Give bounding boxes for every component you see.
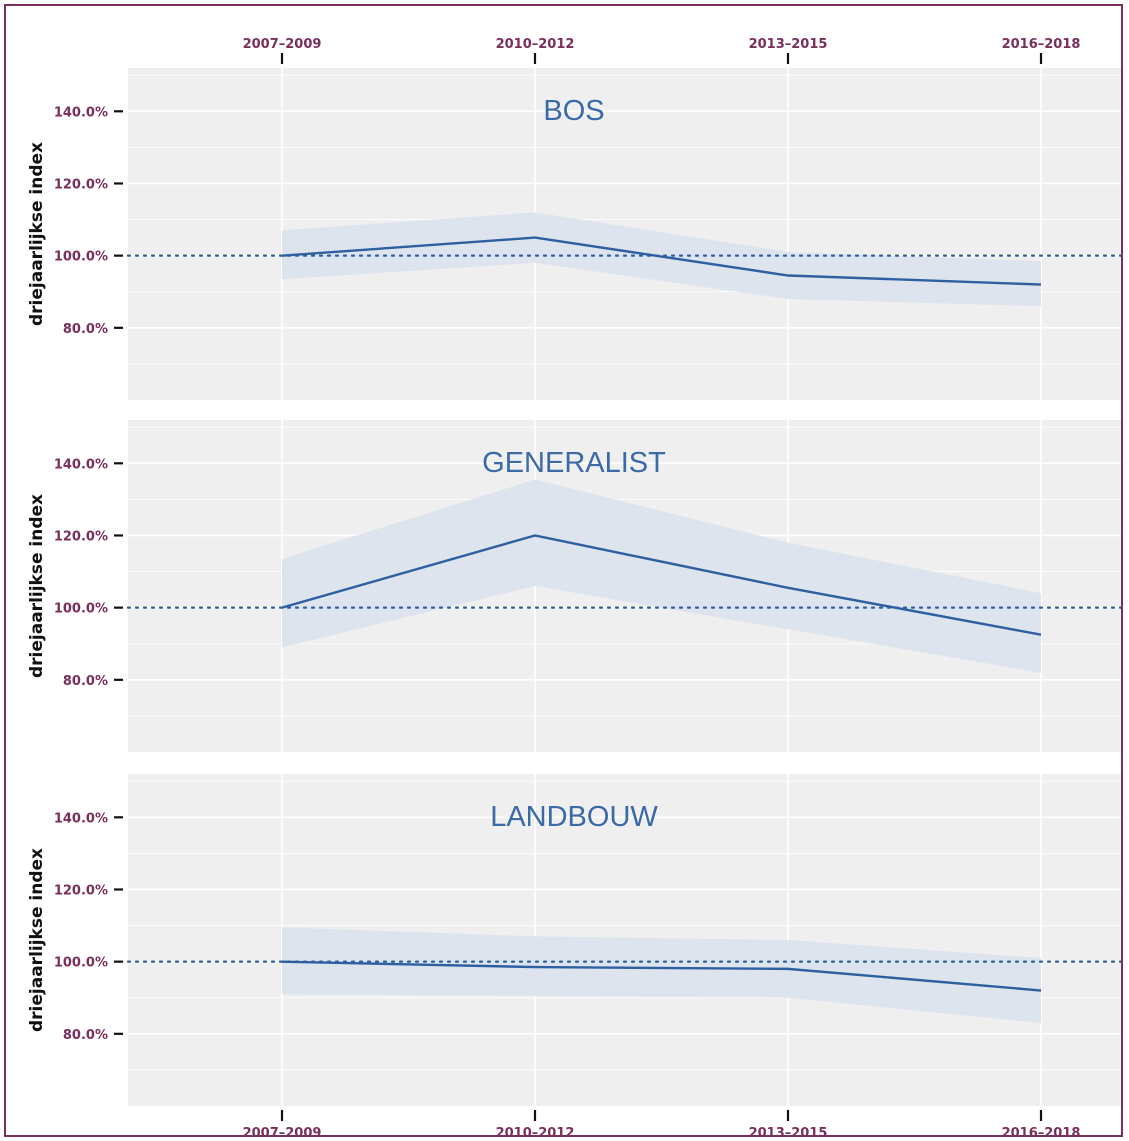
y-axis-label: driejaarlijkse index bbox=[27, 494, 47, 678]
y-tick-label: 120.0% bbox=[54, 529, 108, 544]
x-tick-label-bottom: 2010–2012 bbox=[496, 1126, 575, 1137]
x-tick-label-bottom: 2013–2015 bbox=[749, 1126, 828, 1137]
x-tick-label-top: 2007–2009 bbox=[243, 37, 322, 52]
x-tick-label-top: 2013–2015 bbox=[749, 37, 828, 52]
figure-frame: 80.0% 100.0% 120.0% 140.0% driejaarlijkse in… bbox=[4, 4, 1123, 1137]
confidence-band bbox=[282, 479, 1041, 673]
y-tick-label: 140.0% bbox=[54, 105, 108, 120]
series-line bbox=[281, 534, 1042, 636]
y-tick-label: 80.0% bbox=[63, 322, 108, 337]
panel-title: BOS bbox=[543, 95, 604, 127]
y-tick-label: 120.0% bbox=[54, 883, 108, 898]
faceted-line-chart: 80.0% 100.0% 120.0% 140.0% driejaarlijkse in… bbox=[27, 37, 1121, 1137]
y-tick-label: 140.0% bbox=[54, 811, 108, 826]
panel-generalist: 80.0% 100.0% 120.0% 140.0% driejaarlijkse in… bbox=[27, 420, 1121, 752]
y-tick-label: 100.0% bbox=[54, 250, 108, 265]
y-tick-label: 80.0% bbox=[63, 674, 108, 689]
panel-bos: 80.0% 100.0% 120.0% 140.0% driejaarlijkse in… bbox=[27, 68, 1121, 400]
confidence-band bbox=[282, 212, 1041, 307]
y-tick-label: 80.0% bbox=[63, 1028, 108, 1043]
x-tick-label-bottom: 2007–2009 bbox=[243, 1126, 322, 1137]
y-tick-label: 100.0% bbox=[54, 956, 108, 971]
y-axis-label: driejaarlijkse index bbox=[27, 142, 47, 326]
panel-title: GENERALIST bbox=[482, 447, 666, 479]
x-tick-label-bottom: 2016–2018 bbox=[1002, 1126, 1081, 1137]
confidence-band bbox=[282, 927, 1041, 1023]
y-tick-label: 140.0% bbox=[54, 457, 108, 472]
y-tick-label: 100.0% bbox=[54, 602, 108, 617]
series-line bbox=[281, 236, 1042, 286]
series-line bbox=[281, 960, 1042, 992]
x-tick-label-top: 2016–2018 bbox=[1002, 37, 1081, 52]
y-axis-label: driejaarlijkse index bbox=[27, 848, 47, 1032]
panel-landbouw: 80.0% 100.0% 120.0% 140.0% driejaarlijkse in… bbox=[27, 774, 1121, 1106]
panel-title: LANDBOUW bbox=[490, 801, 658, 833]
x-tick-label-top: 2010–2012 bbox=[496, 37, 575, 52]
y-tick-label: 120.0% bbox=[54, 177, 108, 192]
